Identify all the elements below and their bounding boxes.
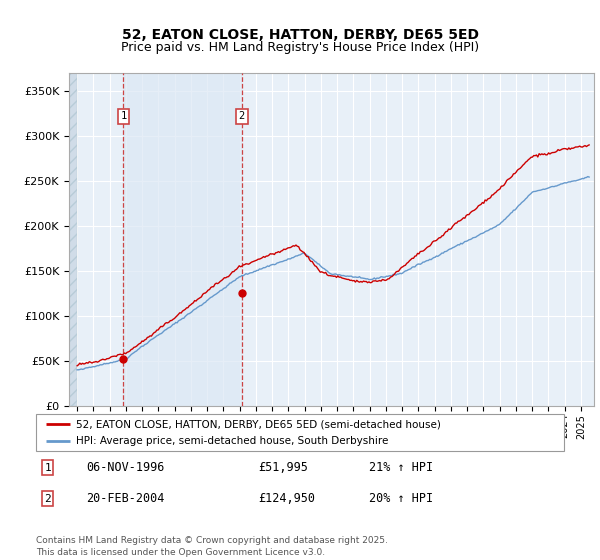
Text: 2: 2 [44,494,51,503]
Text: 1: 1 [121,111,127,121]
Text: 20% ↑ HPI: 20% ↑ HPI [368,492,433,505]
Bar [124,73,242,406]
Text: 1: 1 [44,463,51,473]
Text: £124,950: £124,950 [258,492,315,505]
Text: Price paid vs. HM Land Registry's House Price Index (HPI): Price paid vs. HM Land Registry's House … [121,40,479,54]
Text: HPI: Average price, semi-detached house, South Derbyshire: HPI: Average price, semi-detached house,… [76,436,388,446]
Text: Contains HM Land Registry data © Crown copyright and database right 2025.
This d: Contains HM Land Registry data © Crown c… [36,536,388,557]
Text: 2: 2 [239,111,245,121]
Text: 21% ↑ HPI: 21% ↑ HPI [368,461,433,474]
Text: 52, EATON CLOSE, HATTON, DERBY, DE65 5ED: 52, EATON CLOSE, HATTON, DERBY, DE65 5ED [121,28,479,43]
Bar [69,73,77,406]
FancyBboxPatch shape [36,414,564,451]
Text: 06-NOV-1996: 06-NOV-1996 [86,461,164,474]
Text: £51,995: £51,995 [258,461,308,474]
Text: 20-FEB-2004: 20-FEB-2004 [86,492,164,505]
Text: 52, EATON CLOSE, HATTON, DERBY, DE65 5ED (semi-detached house): 52, EATON CLOSE, HATTON, DERBY, DE65 5ED… [76,419,440,429]
